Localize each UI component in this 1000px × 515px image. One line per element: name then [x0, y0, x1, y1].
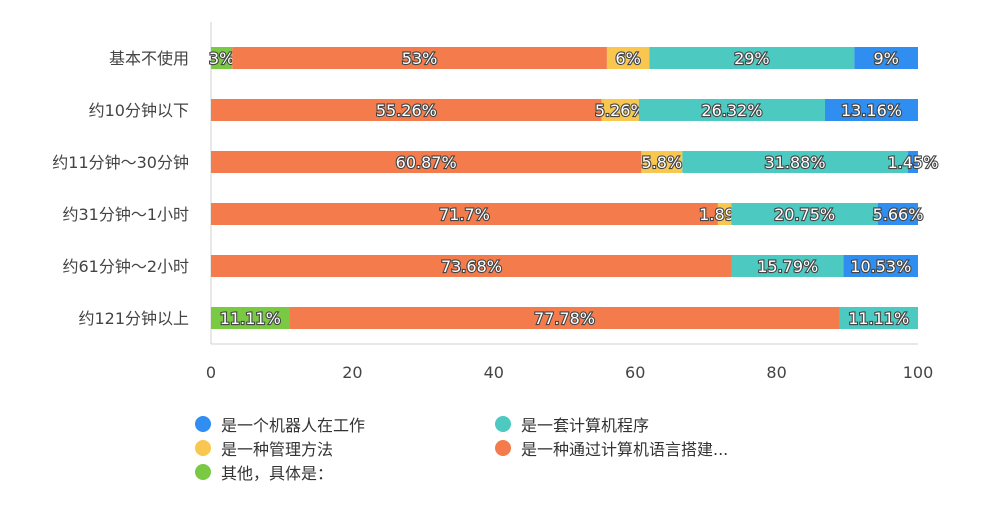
bar-segment	[211, 99, 602, 121]
bar-segment	[641, 151, 683, 173]
data-label: 60.87%	[396, 153, 457, 172]
x-tick-label: 20	[342, 363, 362, 382]
bar-segment	[211, 307, 290, 329]
legend-item-other[interactable]: 其他，具体是：	[195, 460, 333, 484]
circle-icon	[195, 416, 211, 432]
data-label: 9%	[873, 49, 898, 68]
data-label: 13.16%	[841, 101, 902, 120]
data-label: 15.79%	[757, 257, 818, 276]
bar-segment	[289, 307, 840, 329]
circle-icon	[195, 440, 211, 456]
bar-segment	[211, 151, 642, 173]
bar-segment	[649, 47, 855, 69]
legend-label: 其他，具体是：	[221, 464, 334, 483]
data-label: 10.53%	[850, 257, 911, 276]
bar-segment	[211, 203, 718, 225]
bar-segment	[682, 151, 908, 173]
legend-item-program[interactable]: 是一套计算机程序	[495, 412, 649, 436]
legend-item-management[interactable]: 是一种管理方法	[195, 436, 333, 460]
data-label: 5.8%	[642, 153, 683, 172]
bar-segment	[211, 47, 233, 69]
data-label: 73.68%	[441, 257, 502, 276]
bar-segment	[877, 203, 918, 225]
bar-segment	[601, 99, 639, 121]
circle-icon	[495, 416, 511, 432]
data-label: 11.11%	[220, 309, 281, 328]
bar-segment	[717, 203, 732, 225]
x-tick-label: 0	[206, 363, 216, 382]
bar-segment	[824, 99, 918, 121]
data-label: 53%	[402, 49, 438, 68]
category-label: 约10分钟以下	[89, 101, 189, 120]
data-label: 31.88%	[765, 153, 826, 172]
legend-label: 是一个机器人在工作	[221, 416, 366, 435]
bar-segment	[638, 99, 825, 121]
data-label: 26.32%	[701, 101, 762, 120]
category-label: 约61分钟～2小时	[62, 257, 189, 276]
legend-label: 是一种管理方法	[221, 440, 334, 459]
legend-label: 是一种通过计算机语言搭建...	[521, 440, 729, 459]
bar-segment	[606, 47, 650, 69]
legend-item-language[interactable]: 是一种通过计算机语言搭建...	[495, 436, 728, 460]
data-label: 5.66%	[873, 205, 924, 224]
stacked-bar-chart: 0 20 40 60 80 100 基本不使用 3% 53% 6% 29% 9% 约10分钟以下 55.2…	[52, 22, 939, 382]
bar-segment	[907, 151, 918, 173]
legend-item-robot[interactable]: 是一个机器人在工作	[195, 412, 365, 436]
bar-segment	[731, 203, 878, 225]
bar-segment	[211, 255, 732, 277]
x-tick-label: 100	[903, 363, 934, 382]
data-label: 3%	[209, 49, 234, 68]
data-label: 1.45%	[887, 153, 938, 172]
data-label: 29%	[734, 49, 770, 68]
data-label: 71.7%	[439, 205, 490, 224]
legend-label: 是一套计算机程序	[521, 416, 650, 435]
bar-segment	[232, 47, 607, 69]
data-label: 5.26%	[595, 101, 646, 120]
category-label: 约11分钟～30分钟	[52, 153, 189, 172]
circle-icon	[495, 440, 511, 456]
data-label: 11.11%	[848, 309, 909, 328]
bar-segment	[731, 255, 844, 277]
x-tick-label: 60	[625, 363, 645, 382]
category-label: 约31分钟～1小时	[62, 205, 189, 224]
bar-segment	[854, 47, 918, 69]
data-label: 6%	[615, 49, 640, 68]
data-label: 77.78%	[534, 309, 595, 328]
data-label: 55.26%	[376, 101, 437, 120]
circle-icon	[195, 464, 211, 480]
category-label: 约121分钟以上	[78, 309, 189, 328]
bar-segment	[843, 255, 918, 277]
data-label: 20.75%	[774, 205, 835, 224]
x-tick-label: 80	[766, 363, 786, 382]
bar-segment	[839, 307, 918, 329]
x-tick-label: 40	[484, 363, 504, 382]
category-label: 基本不使用	[109, 49, 189, 68]
